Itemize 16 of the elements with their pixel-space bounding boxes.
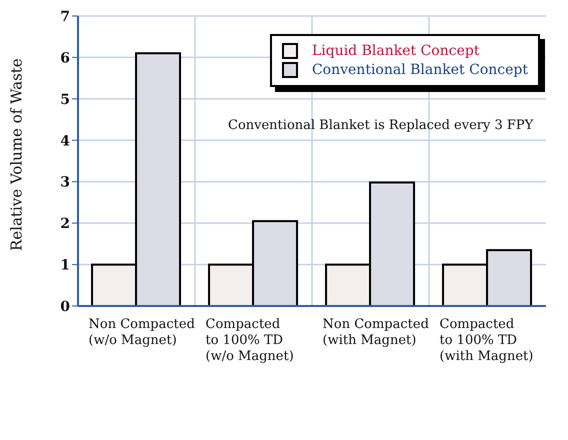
x-tick-label: Non Compacted (w/o Magnet) bbox=[88, 317, 195, 348]
y-tick-label: 6 bbox=[60, 50, 70, 66]
y-tick-label: 3 bbox=[60, 174, 70, 191]
legend-label: Conventional Blanket Concept bbox=[312, 62, 528, 78]
x-tick-label: Compacted to 100% TD (w/o Magnet) bbox=[206, 317, 294, 364]
annotation: Conventional Blanket is Replaced every 3 FPY bbox=[228, 118, 534, 133]
y-tick-label: 1 bbox=[60, 258, 70, 274]
y-tick-label: 5 bbox=[60, 92, 70, 108]
y-tick-label: 4 bbox=[60, 133, 70, 150]
x-tick-label: Compacted to 100% TD (with Magnet) bbox=[440, 317, 534, 364]
y-axis-title: Relative Volume of Waste bbox=[7, 58, 26, 251]
x-tick-label: Non Compacted (with Magnet) bbox=[322, 317, 429, 348]
legend-label: Liquid Blanket Concept bbox=[312, 43, 480, 59]
y-tick-label: 7 bbox=[60, 8, 70, 25]
y-tick-label: 0 bbox=[60, 298, 70, 315]
y-tick-label: 2 bbox=[60, 216, 70, 232]
